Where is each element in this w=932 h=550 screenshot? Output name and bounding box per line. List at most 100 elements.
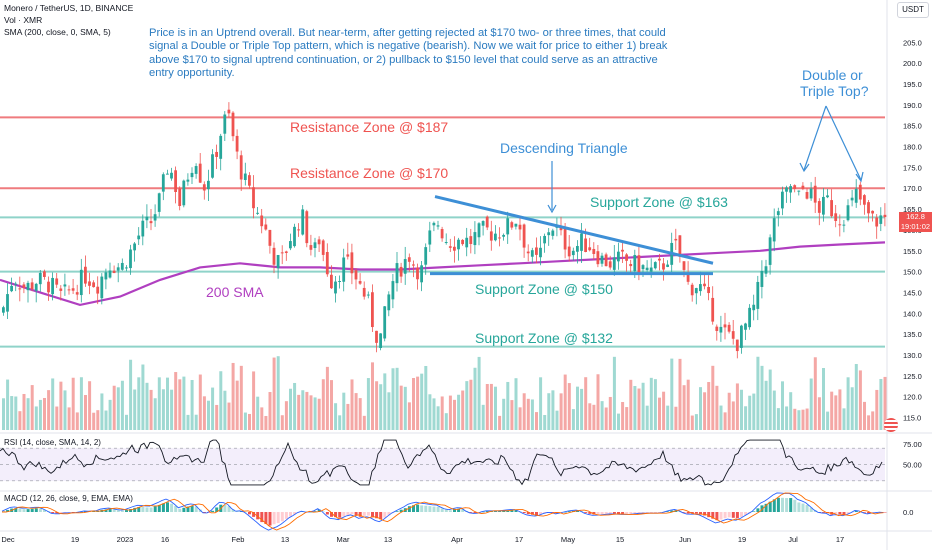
- volume-bar: [485, 384, 489, 430]
- volume-bar: [641, 382, 645, 430]
- us-flag-icon[interactable]: [884, 418, 898, 432]
- candle-body: [571, 250, 575, 256]
- volume-bar: [272, 357, 276, 430]
- candle-body: [469, 236, 473, 244]
- macd-histogram-bar: [424, 505, 428, 512]
- macd-histogram-bar: [719, 512, 723, 520]
- macd-histogram-bar: [170, 503, 174, 512]
- volume-bar: [104, 410, 108, 430]
- volume-bar: [571, 409, 575, 430]
- candle-body: [129, 249, 132, 269]
- candle-body: [543, 235, 546, 244]
- candle-body: [453, 246, 456, 251]
- macd-histogram-bar: [243, 511, 247, 513]
- volume-bar: [662, 391, 666, 430]
- macd-histogram-bar: [785, 498, 789, 512]
- sma-indicator-label[interactable]: SMA (200, close, 0, SMA, 5): [4, 27, 111, 37]
- macd-histogram-bar: [842, 512, 846, 515]
- candle-body: [387, 294, 391, 311]
- volume-bar: [252, 371, 256, 430]
- volume-bar: [547, 393, 551, 430]
- candle-body: [125, 267, 128, 269]
- volume-bar: [399, 385, 403, 430]
- volume-bar: [268, 392, 272, 430]
- macd-histogram-bar: [633, 512, 637, 514]
- volume-bar: [43, 397, 46, 430]
- volume-bar: [817, 397, 821, 430]
- macd-histogram-bar: [448, 510, 452, 512]
- volume-bar: [473, 367, 477, 430]
- volume-indicator-label[interactable]: Vol · XMR: [4, 15, 43, 25]
- candle-body: [174, 170, 177, 192]
- candle-body: [202, 184, 206, 191]
- volume-bar: [690, 415, 694, 430]
- price-tick-label: 145.0: [903, 288, 922, 297]
- candle-body: [580, 233, 583, 251]
- descending-triangle: [430, 195, 714, 276]
- macd-histogram-bar: [498, 511, 502, 512]
- top-arrows: [803, 105, 862, 181]
- macd-histogram-bar: [141, 507, 145, 512]
- candle-body: [645, 267, 649, 271]
- volume-bar: [47, 390, 51, 430]
- volume-bar: [387, 392, 391, 430]
- candle-body: [276, 254, 280, 269]
- macd-histogram-bar: [453, 509, 456, 512]
- macd-histogram-bar: [797, 502, 801, 512]
- zone-label: Support Zone @ $163: [590, 194, 728, 210]
- volume-bar: [145, 382, 149, 430]
- volume-bar: [658, 397, 661, 430]
- macd-histogram-bar: [641, 512, 645, 513]
- volume-bar: [555, 410, 559, 430]
- volume-bar: [670, 358, 674, 430]
- volume-bar: [182, 376, 186, 430]
- candle-body: [280, 252, 284, 254]
- macd-histogram-bar: [366, 512, 370, 516]
- macd-histogram-bar: [407, 506, 411, 512]
- volume-bar: [366, 378, 370, 430]
- volume-bar: [444, 413, 448, 430]
- macd-histogram-bar: [535, 512, 538, 516]
- macd-histogram-bar: [514, 510, 518, 512]
- candle-body: [641, 265, 645, 270]
- volume-bar: [699, 387, 702, 430]
- volume-bar: [55, 406, 59, 430]
- volume-bar: [75, 412, 79, 430]
- symbol-title[interactable]: Monero / TetherUS, 1D, BINANCE: [4, 3, 134, 13]
- macd-histogram-bar: [854, 510, 858, 512]
- candle-body: [850, 197, 854, 201]
- price-tick-label: 190.0: [903, 101, 922, 110]
- candle-body: [182, 180, 186, 206]
- volume-bar: [858, 370, 862, 430]
- macd-histogram-bar: [399, 509, 403, 512]
- candle-body: [207, 180, 210, 190]
- macd-histogram-bar: [182, 507, 186, 512]
- volume-bar: [871, 411, 875, 430]
- volume-bar: [580, 388, 584, 430]
- macd-histogram-bar: [551, 512, 555, 513]
- volume-bar: [752, 393, 756, 430]
- time-tick-label: 19: [71, 535, 79, 544]
- candle-body: [18, 288, 22, 290]
- candle-body: [223, 114, 227, 134]
- macd-histogram-bar: [178, 508, 182, 512]
- volume-bar: [358, 398, 362, 430]
- volume-bar: [440, 396, 444, 430]
- macd-histogram-bar: [84, 511, 87, 512]
- price-tick-label: 165.0: [903, 205, 922, 214]
- candle-body: [584, 238, 587, 253]
- candle-body: [47, 281, 50, 293]
- candle-body: [178, 188, 182, 206]
- macd-histogram-bar: [744, 512, 748, 516]
- candle-body: [658, 258, 661, 261]
- candle-body: [871, 210, 874, 214]
- candle-body: [674, 238, 678, 241]
- volume-bar: [481, 404, 485, 430]
- macd-histogram-bar: [752, 511, 756, 512]
- volume-bar: [846, 377, 850, 430]
- volume-bar: [711, 365, 715, 430]
- volume-bar: [703, 392, 707, 430]
- currency-button[interactable]: USDT: [897, 2, 929, 18]
- volume-bar: [584, 377, 588, 430]
- volume-bar: [375, 381, 379, 430]
